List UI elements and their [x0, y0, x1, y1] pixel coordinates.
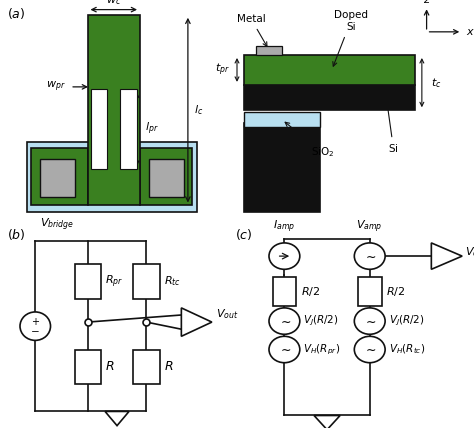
Text: $(b)$: $(b)$ — [7, 227, 26, 241]
Bar — [120, 89, 137, 169]
Text: $+$: $+$ — [31, 316, 40, 327]
Bar — [273, 277, 296, 306]
Text: $t_c$: $t_c$ — [431, 76, 442, 89]
Text: Doped
Si: Doped Si — [333, 10, 368, 66]
Bar — [74, 349, 100, 384]
Polygon shape — [105, 411, 129, 426]
Circle shape — [354, 243, 385, 269]
Text: $l_{pr}$: $l_{pr}$ — [146, 121, 159, 137]
Text: $\mathrm{SiO_2}$: $\mathrm{SiO_2}$ — [285, 122, 334, 159]
Polygon shape — [314, 416, 340, 430]
Text: $R$: $R$ — [105, 360, 115, 373]
Circle shape — [354, 308, 385, 334]
Bar — [27, 142, 197, 212]
Bar — [244, 85, 415, 110]
Bar — [244, 123, 320, 212]
Bar — [256, 46, 282, 55]
Text: $t_{pr}$: $t_{pr}$ — [215, 62, 230, 78]
Bar — [358, 277, 382, 306]
Circle shape — [269, 337, 300, 363]
Bar — [133, 349, 160, 384]
Bar — [40, 159, 74, 197]
Bar — [91, 89, 107, 169]
Text: $\sim$: $\sim$ — [363, 314, 376, 327]
Text: $\sim$: $\sim$ — [278, 314, 291, 327]
Text: $l_c$: $l_c$ — [194, 103, 204, 117]
Circle shape — [354, 337, 385, 363]
Text: $V_J(R/2)$: $V_J(R/2)$ — [389, 314, 424, 328]
Circle shape — [269, 243, 300, 269]
Text: $+$: $+$ — [183, 322, 192, 333]
Text: $V_{out}$: $V_{out}$ — [216, 307, 239, 321]
Text: $(c)$: $(c)$ — [235, 227, 252, 241]
Text: $(a)$: $(a)$ — [7, 6, 25, 22]
Bar — [140, 148, 192, 206]
Text: $\sim$: $\sim$ — [278, 343, 291, 356]
Text: $V_H(R_{tc})$: $V_H(R_{tc})$ — [389, 343, 425, 356]
Text: $-$: $-$ — [30, 325, 40, 335]
Text: $I_{amp}$: $I_{amp}$ — [273, 219, 295, 235]
Text: $R$: $R$ — [164, 360, 173, 373]
Text: $w_{pr}$: $w_{pr}$ — [46, 79, 66, 94]
Text: $V_{amp}$: $V_{amp}$ — [356, 219, 383, 235]
Bar — [133, 264, 160, 299]
Bar — [149, 159, 183, 197]
Text: $V_J(R/2)$: $V_J(R/2)$ — [303, 314, 339, 328]
Text: $R/2$: $R/2$ — [301, 285, 320, 298]
Text: Metal: Metal — [237, 14, 267, 46]
Text: $V_{out}$: $V_{out}$ — [465, 245, 474, 259]
Text: $z$: $z$ — [422, 0, 431, 5]
Circle shape — [20, 312, 51, 340]
Circle shape — [269, 308, 300, 334]
Text: $\sim$: $\sim$ — [363, 250, 376, 263]
Text: $x$: $x$ — [465, 27, 474, 37]
Text: $\mathrm{Si}$: $\mathrm{Si}$ — [385, 102, 399, 154]
Text: $V_{bridge}$: $V_{bridge}$ — [40, 216, 74, 233]
Bar — [244, 112, 320, 127]
Polygon shape — [431, 243, 462, 269]
Text: $\sim$: $\sim$ — [363, 343, 376, 356]
Text: $w_c$: $w_c$ — [106, 0, 121, 7]
Polygon shape — [182, 308, 212, 337]
Text: $R/2$: $R/2$ — [386, 285, 405, 298]
Text: $R_{pr}$: $R_{pr}$ — [105, 273, 123, 290]
Bar — [244, 55, 415, 85]
Text: $-$: $-$ — [183, 311, 192, 321]
Bar — [88, 15, 140, 206]
Text: $V_H(R_{pr})$: $V_H(R_{pr})$ — [303, 342, 340, 357]
Bar — [74, 264, 100, 299]
Text: $R_{tc}$: $R_{tc}$ — [164, 275, 181, 289]
Bar — [31, 148, 88, 206]
